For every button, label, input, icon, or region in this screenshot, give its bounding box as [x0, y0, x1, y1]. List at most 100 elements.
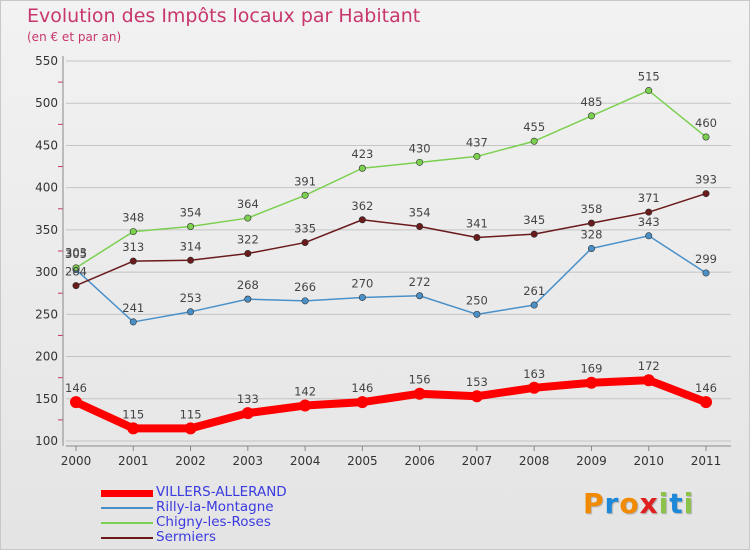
legend-swatch — [101, 522, 153, 524]
y-tick-label: 500 — [35, 96, 58, 110]
data-point — [301, 239, 309, 247]
y-tick-label: 250 — [35, 307, 58, 321]
data-point — [356, 396, 369, 409]
y-tick-label: 400 — [35, 181, 58, 195]
chart-title: Evolution des Impôts locaux par Habitant — [27, 5, 421, 27]
x-tick-label: 2001 — [118, 454, 149, 468]
data-label: 354 — [180, 206, 202, 220]
data-label: 364 — [237, 197, 259, 211]
data-label: 156 — [409, 373, 431, 387]
data-label: 169 — [580, 362, 602, 376]
y-tick-label: 350 — [35, 223, 58, 237]
data-label: 341 — [466, 216, 488, 230]
data-label: 115 — [180, 407, 202, 421]
chart-subtitle: (en € et par an) — [27, 30, 122, 44]
series-line-1 — [75, 235, 707, 323]
data-point — [416, 292, 424, 300]
data-point — [127, 422, 140, 435]
series-lines — [70, 87, 712, 435]
data-label: 362 — [351, 199, 373, 213]
x-tick-label: 2000 — [61, 454, 92, 468]
data-point — [530, 230, 538, 238]
data-label: 272 — [409, 275, 431, 289]
y-tick-label: 200 — [35, 350, 58, 364]
data-point — [187, 223, 195, 231]
data-label: 253 — [180, 291, 202, 305]
data-point — [244, 250, 252, 258]
axes: 100 150 200 250 300 350 400 450 500 550 2000 2001 20… — [35, 54, 731, 468]
data-point — [642, 374, 655, 387]
logo-letter: r — [604, 487, 620, 520]
data-label: 133 — [237, 392, 259, 406]
legend-swatch — [101, 537, 153, 539]
data-point — [528, 381, 541, 394]
y-tick-label: 150 — [35, 392, 58, 406]
logo-letter: P — [583, 487, 605, 520]
logo-letter: x — [639, 487, 659, 520]
data-label: 163 — [523, 367, 545, 381]
x-tick-label: 2002 — [175, 454, 206, 468]
data-point — [72, 282, 80, 290]
data-point — [358, 293, 366, 301]
data-point — [702, 190, 710, 198]
data-label: 270 — [351, 276, 373, 290]
data-point — [301, 297, 309, 305]
data-label: 345 — [523, 213, 545, 227]
data-point — [129, 318, 137, 326]
data-label: 142 — [294, 385, 316, 399]
data-point — [358, 164, 366, 172]
data-label: 313 — [122, 240, 144, 254]
data-label: 146 — [695, 381, 717, 395]
x-tick-label: 2009 — [576, 454, 607, 468]
data-point — [587, 244, 595, 252]
data-point — [358, 216, 366, 224]
data-point — [530, 137, 538, 145]
data-labels: 146 115 115 133 142 146 156 153 163 169 172 146 303 2… — [65, 70, 717, 422]
series-line-2 — [75, 89, 707, 269]
data-point — [187, 308, 195, 316]
logo-letter: o — [619, 487, 640, 520]
data-label: 430 — [409, 141, 431, 155]
data-label: 391 — [294, 174, 316, 188]
data-label: 354 — [409, 206, 431, 220]
data-point — [645, 232, 653, 240]
data-label: 268 — [237, 278, 259, 292]
data-label: 250 — [466, 293, 488, 307]
data-label: 314 — [180, 239, 202, 253]
data-point — [473, 152, 481, 160]
data-point — [129, 257, 137, 265]
data-label: 371 — [638, 191, 660, 205]
data-label: 146 — [351, 381, 373, 395]
data-label: 146 — [65, 381, 87, 395]
data-point — [129, 228, 137, 236]
x-tick-label: 2004 — [290, 454, 321, 468]
data-label: 485 — [580, 95, 602, 109]
data-point — [244, 295, 252, 303]
series-line-0 — [72, 376, 710, 433]
data-point — [72, 264, 80, 272]
logo-letter: i — [658, 487, 670, 520]
legend-label: VILLERS-ALLERAND — [156, 484, 287, 500]
logo-letter: t — [669, 487, 684, 520]
data-label: 437 — [466, 135, 488, 149]
x-tick-label: 2011 — [691, 454, 722, 468]
data-label: 393 — [695, 173, 717, 187]
data-point — [244, 214, 252, 222]
data-label: 335 — [294, 222, 316, 236]
data-point — [702, 269, 710, 277]
legend-label: Sermiers — [156, 529, 216, 545]
data-point — [299, 399, 312, 412]
y-tick-label: 300 — [35, 265, 58, 279]
data-label: 115 — [122, 407, 144, 421]
data-label: 515 — [638, 70, 660, 84]
data-label: 153 — [466, 375, 488, 389]
x-tick-label: 2006 — [404, 454, 435, 468]
data-point — [241, 407, 254, 420]
data-point — [301, 191, 309, 199]
x-tick-label: 2007 — [462, 454, 493, 468]
legend-label: Chigny-les-Roses — [156, 514, 271, 530]
x-tick-label: 2003 — [233, 454, 264, 468]
data-label: 455 — [523, 120, 545, 134]
data-point — [470, 390, 483, 403]
